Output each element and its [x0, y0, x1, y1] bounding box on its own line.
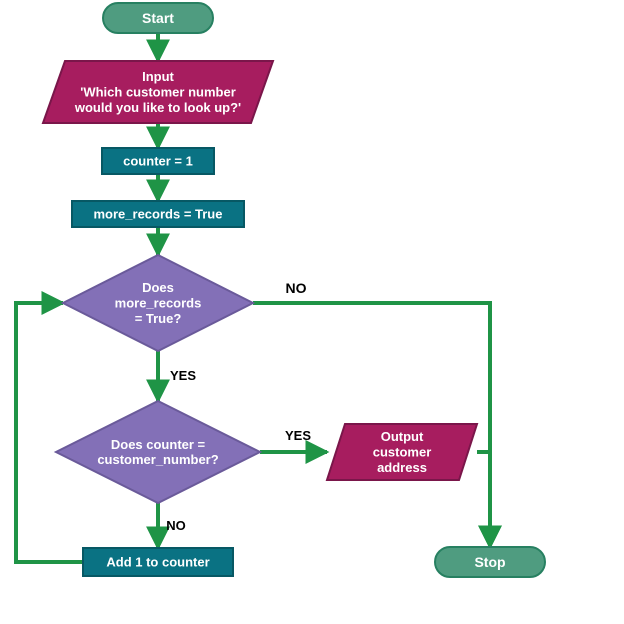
node-stop: Stop	[435, 547, 545, 577]
flow-arrow	[477, 452, 490, 547]
edge-label: YES	[170, 368, 196, 383]
node-label: = True?	[135, 311, 182, 326]
node-label: Does	[142, 280, 174, 295]
node-label: counter = 1	[123, 154, 193, 169]
node-label: Add 1 to counter	[106, 555, 209, 570]
node-label: customer	[373, 445, 432, 460]
edge-label: NO	[166, 518, 186, 533]
node-label: more_records = True	[94, 207, 223, 222]
node-output: Outputcustomeraddress	[327, 424, 477, 480]
edge-label: YES	[285, 428, 311, 443]
node-start: Start	[103, 3, 213, 33]
node-input: Input'Which customer numberwould you lik…	[43, 61, 273, 123]
node-proc1: counter = 1	[102, 148, 214, 174]
node-proc3: Add 1 to counter	[83, 548, 233, 576]
node-dec2: Does counter =customer_number?	[56, 401, 260, 503]
node-label: Output	[381, 429, 424, 444]
node-label: more_records	[115, 296, 202, 311]
node-proc2: more_records = True	[72, 201, 244, 227]
node-label: customer_number?	[97, 452, 218, 467]
flow-arrow	[16, 303, 83, 562]
node-label: would you like to look up?'	[74, 100, 241, 115]
edge-label: NO	[286, 280, 307, 296]
node-label: Stop	[474, 554, 505, 570]
node-label: address	[377, 460, 427, 475]
node-label: Does counter =	[111, 437, 206, 452]
node-label: Input	[142, 69, 174, 84]
node-label: 'Which customer number	[80, 85, 236, 100]
node-label: Start	[142, 10, 174, 26]
flowchart-canvas: YES NO NO YES Start Input'Which customer numb…	[0, 0, 624, 624]
node-dec1: Doesmore_records= True?	[63, 255, 253, 351]
